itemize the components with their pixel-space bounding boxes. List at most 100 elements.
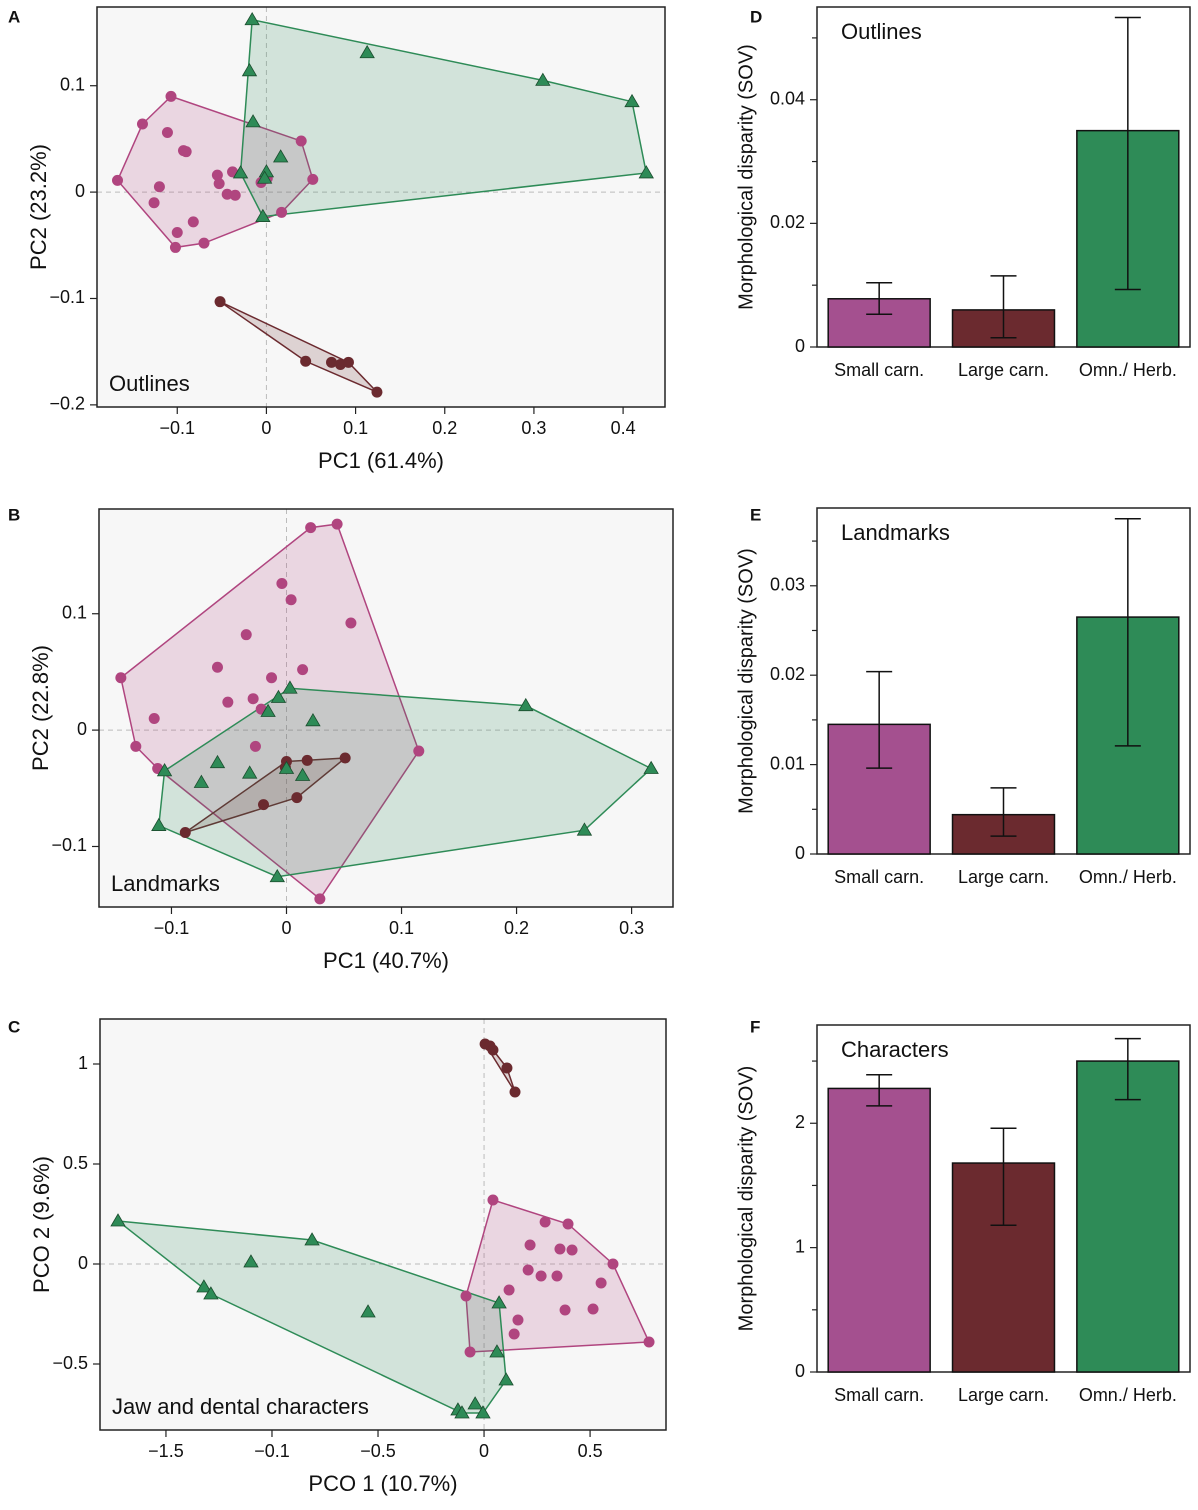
point bbox=[331, 518, 343, 530]
point bbox=[229, 189, 241, 201]
point bbox=[276, 577, 288, 589]
x-axis-label: PC1 (61.4%) bbox=[318, 448, 444, 473]
point bbox=[566, 1244, 578, 1256]
plot-frame bbox=[96, 6, 666, 408]
point bbox=[305, 713, 321, 727]
point bbox=[148, 197, 160, 209]
panel: E Small carn. Large carn. Omn./ Herb. 0 0.01 0… bbox=[735, 505, 1191, 887]
point bbox=[475, 1405, 491, 1419]
x-tick-label: Large carn. bbox=[958, 360, 1049, 380]
point bbox=[282, 680, 298, 694]
y-tick-label: 0 bbox=[795, 843, 805, 863]
point bbox=[489, 1344, 505, 1358]
error-bar bbox=[866, 281, 893, 315]
y-tick-label: 1 bbox=[795, 1236, 805, 1256]
point bbox=[413, 745, 425, 757]
point bbox=[464, 1346, 476, 1358]
plot-area bbox=[97, 7, 665, 407]
panel: B −0.1 0 0.1 0.2 0.3 −0.1 0 0.1 PC1 (40.7%) PC2 (2… bbox=[8, 505, 674, 973]
point bbox=[305, 522, 317, 534]
point bbox=[314, 893, 326, 905]
panel-letter: A bbox=[8, 7, 20, 26]
error-bar bbox=[1114, 517, 1141, 747]
panel: D Small carn. Large carn. Omn./ Herb. 0 0.02 0… bbox=[735, 6, 1191, 380]
point bbox=[576, 822, 593, 836]
y-tick-label: 2 bbox=[795, 1112, 805, 1132]
point bbox=[115, 672, 127, 684]
y-axis-label: PC2 (23.2%) bbox=[26, 144, 51, 270]
x-tick-label: 0 bbox=[479, 1441, 489, 1461]
point bbox=[487, 1194, 499, 1206]
y-tick-label: −0.1 bbox=[49, 287, 85, 307]
x-tick-label: 0.3 bbox=[521, 418, 546, 438]
point bbox=[638, 165, 654, 179]
point bbox=[193, 774, 210, 788]
point bbox=[508, 1328, 520, 1340]
point bbox=[276, 206, 288, 218]
panel: C −1.5 −0.1 −0.5 0 0.5 −0.5 0 0.5 1 PCO 1 (10.7%) P… bbox=[8, 1017, 667, 1496]
y-tick-label: −0.2 bbox=[49, 394, 85, 414]
panel-letter: D bbox=[750, 7, 762, 26]
point bbox=[295, 135, 307, 147]
point bbox=[643, 1336, 655, 1348]
point bbox=[272, 149, 289, 163]
point bbox=[624, 93, 640, 108]
point bbox=[198, 237, 210, 249]
point bbox=[342, 356, 354, 368]
point bbox=[213, 178, 225, 190]
point bbox=[179, 827, 191, 839]
inset-label: Outlines bbox=[109, 371, 190, 396]
point bbox=[244, 11, 260, 26]
point bbox=[551, 1270, 563, 1282]
point bbox=[169, 241, 181, 253]
point bbox=[247, 693, 259, 705]
point bbox=[270, 689, 287, 703]
point bbox=[260, 703, 276, 717]
x-tick-label: 0.4 bbox=[611, 418, 636, 438]
point bbox=[130, 740, 142, 752]
point bbox=[255, 208, 271, 222]
point bbox=[454, 1405, 470, 1419]
y-axis-label: PC2 (22.8%) bbox=[28, 645, 53, 771]
panel-letter: E bbox=[750, 505, 761, 524]
y-tick-label: 0 bbox=[795, 1361, 805, 1381]
point bbox=[165, 90, 177, 102]
point bbox=[562, 1218, 574, 1230]
point bbox=[518, 697, 534, 712]
point bbox=[359, 44, 375, 59]
point bbox=[269, 868, 285, 883]
y-tick-label: 0 bbox=[77, 719, 87, 739]
x-tick-label: Large carn. bbox=[958, 867, 1049, 887]
point bbox=[245, 114, 261, 128]
x-tick-label: −0.1 bbox=[154, 918, 190, 938]
point bbox=[326, 356, 338, 368]
error-bar bbox=[990, 1127, 1017, 1226]
point bbox=[196, 1279, 212, 1293]
error-bar bbox=[866, 670, 893, 769]
point bbox=[501, 1062, 513, 1074]
point bbox=[203, 1286, 219, 1300]
x-tick-label: 0.2 bbox=[504, 918, 529, 938]
point bbox=[187, 216, 199, 228]
y-axis-label: PCO 2 (9.6%) bbox=[29, 1156, 54, 1293]
point bbox=[285, 594, 297, 606]
error-bar bbox=[866, 1074, 893, 1107]
point bbox=[291, 792, 303, 804]
x-tick-label: Small carn. bbox=[834, 360, 924, 380]
point bbox=[522, 1264, 534, 1276]
point bbox=[297, 664, 309, 676]
point bbox=[153, 181, 165, 193]
point bbox=[148, 712, 160, 724]
point bbox=[241, 765, 258, 779]
y-tick-label: 0 bbox=[795, 336, 805, 356]
point bbox=[110, 1213, 126, 1227]
point bbox=[498, 1372, 514, 1386]
x-tick-label: Large carn. bbox=[958, 1385, 1049, 1405]
point bbox=[643, 760, 659, 774]
y-tick-label: 0.1 bbox=[62, 602, 87, 622]
x-tick-label: 0.1 bbox=[389, 918, 414, 938]
y-tick-label: 0 bbox=[75, 181, 85, 201]
x-tick-label: Omn./ Herb. bbox=[1079, 360, 1177, 380]
point bbox=[595, 1277, 607, 1289]
